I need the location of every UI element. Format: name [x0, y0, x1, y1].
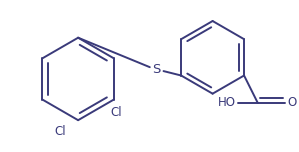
Text: HO: HO: [218, 97, 236, 109]
Text: Cl: Cl: [110, 106, 122, 119]
Text: O: O: [287, 97, 297, 109]
Text: S: S: [152, 63, 161, 76]
Text: Cl: Cl: [55, 125, 66, 138]
